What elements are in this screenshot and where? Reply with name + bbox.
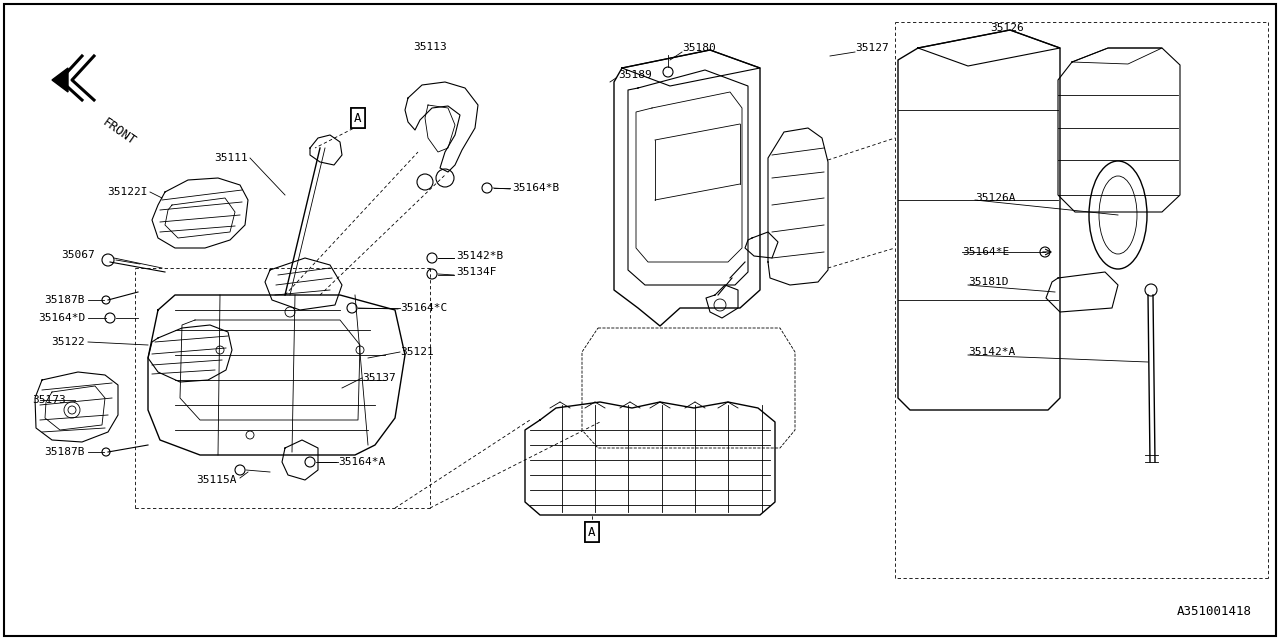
Text: A: A bbox=[589, 525, 595, 538]
Text: 35122: 35122 bbox=[51, 337, 84, 347]
Text: 35111: 35111 bbox=[214, 153, 248, 163]
Text: 35189: 35189 bbox=[618, 70, 652, 80]
Text: A: A bbox=[589, 525, 595, 538]
Text: 35115A: 35115A bbox=[196, 475, 237, 485]
Text: 35067: 35067 bbox=[61, 250, 95, 260]
Text: 35180: 35180 bbox=[682, 43, 716, 53]
Text: 35127: 35127 bbox=[855, 43, 888, 53]
Text: 35187B: 35187B bbox=[45, 447, 84, 457]
Text: 35181D: 35181D bbox=[968, 277, 1009, 287]
Text: 35126A: 35126A bbox=[975, 193, 1015, 203]
Text: A351001418: A351001418 bbox=[1178, 605, 1252, 618]
Text: 35142*B: 35142*B bbox=[456, 251, 503, 261]
Text: A: A bbox=[355, 111, 362, 125]
Text: A: A bbox=[355, 111, 362, 125]
Text: 35121: 35121 bbox=[399, 347, 434, 357]
Text: 35142*A: 35142*A bbox=[968, 347, 1015, 357]
Text: 35122I: 35122I bbox=[108, 187, 148, 197]
Text: 35113: 35113 bbox=[413, 42, 447, 52]
Text: 35164*A: 35164*A bbox=[338, 457, 385, 467]
Text: FRONT: FRONT bbox=[100, 116, 138, 148]
Text: 35164*E: 35164*E bbox=[963, 247, 1009, 257]
Text: 35164*D: 35164*D bbox=[37, 313, 84, 323]
Polygon shape bbox=[52, 68, 68, 92]
Text: 35164*B: 35164*B bbox=[512, 183, 559, 193]
Text: 35187B: 35187B bbox=[45, 295, 84, 305]
Text: 35164*C: 35164*C bbox=[399, 303, 447, 313]
Text: 35173: 35173 bbox=[32, 395, 65, 405]
Text: 35137: 35137 bbox=[362, 373, 396, 383]
Text: 35126: 35126 bbox=[989, 23, 1024, 33]
Text: 35134F: 35134F bbox=[456, 267, 497, 277]
